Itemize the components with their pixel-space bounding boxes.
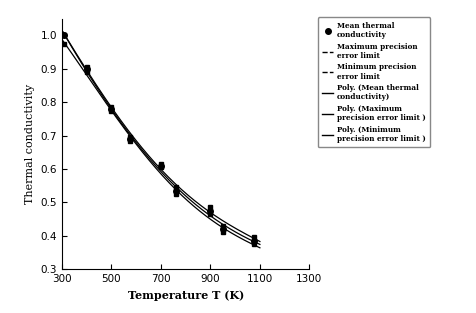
Y-axis label: Thermal conductivity: Thermal conductivity [25, 84, 35, 204]
Legend: Mean thermal
conductivity, Maximum precision
error limit, Minimum precision
erro: Mean thermal conductivity, Maximum preci… [318, 18, 430, 147]
X-axis label: Temperature T (K): Temperature T (K) [128, 290, 244, 300]
